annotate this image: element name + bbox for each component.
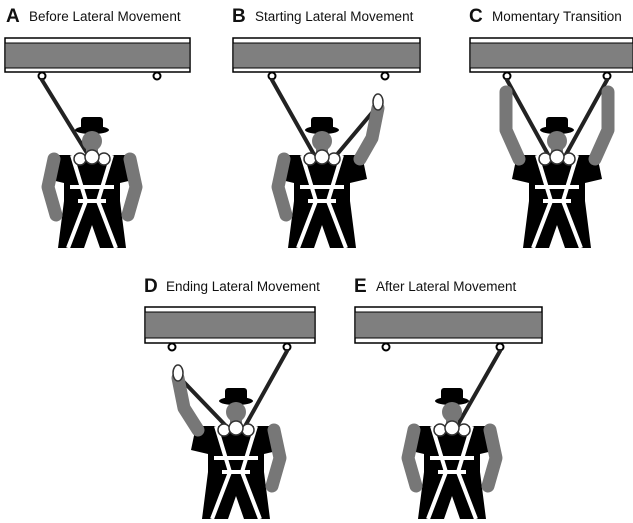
panel-letter: D xyxy=(144,276,158,297)
panel-b xyxy=(232,37,421,250)
panel-label: Ending Lateral Movement xyxy=(166,279,320,294)
panel-a xyxy=(4,37,191,250)
panel-label: Starting Lateral Movement xyxy=(255,9,414,24)
panel-c xyxy=(469,37,633,250)
panel-d xyxy=(144,306,316,521)
panel-letter: B xyxy=(232,6,246,27)
panel-e xyxy=(354,306,543,521)
panel-label: After Lateral Movement xyxy=(376,279,517,294)
panel-title: A Before Lateral Movement B Starting Lat… xyxy=(6,6,622,297)
panel-letter: C xyxy=(469,6,483,27)
panel-label: Momentary Transition xyxy=(492,9,622,24)
panel-letter: E xyxy=(354,276,367,297)
panel-label: Before Lateral Movement xyxy=(29,9,181,24)
panel-letter: A xyxy=(6,6,20,27)
